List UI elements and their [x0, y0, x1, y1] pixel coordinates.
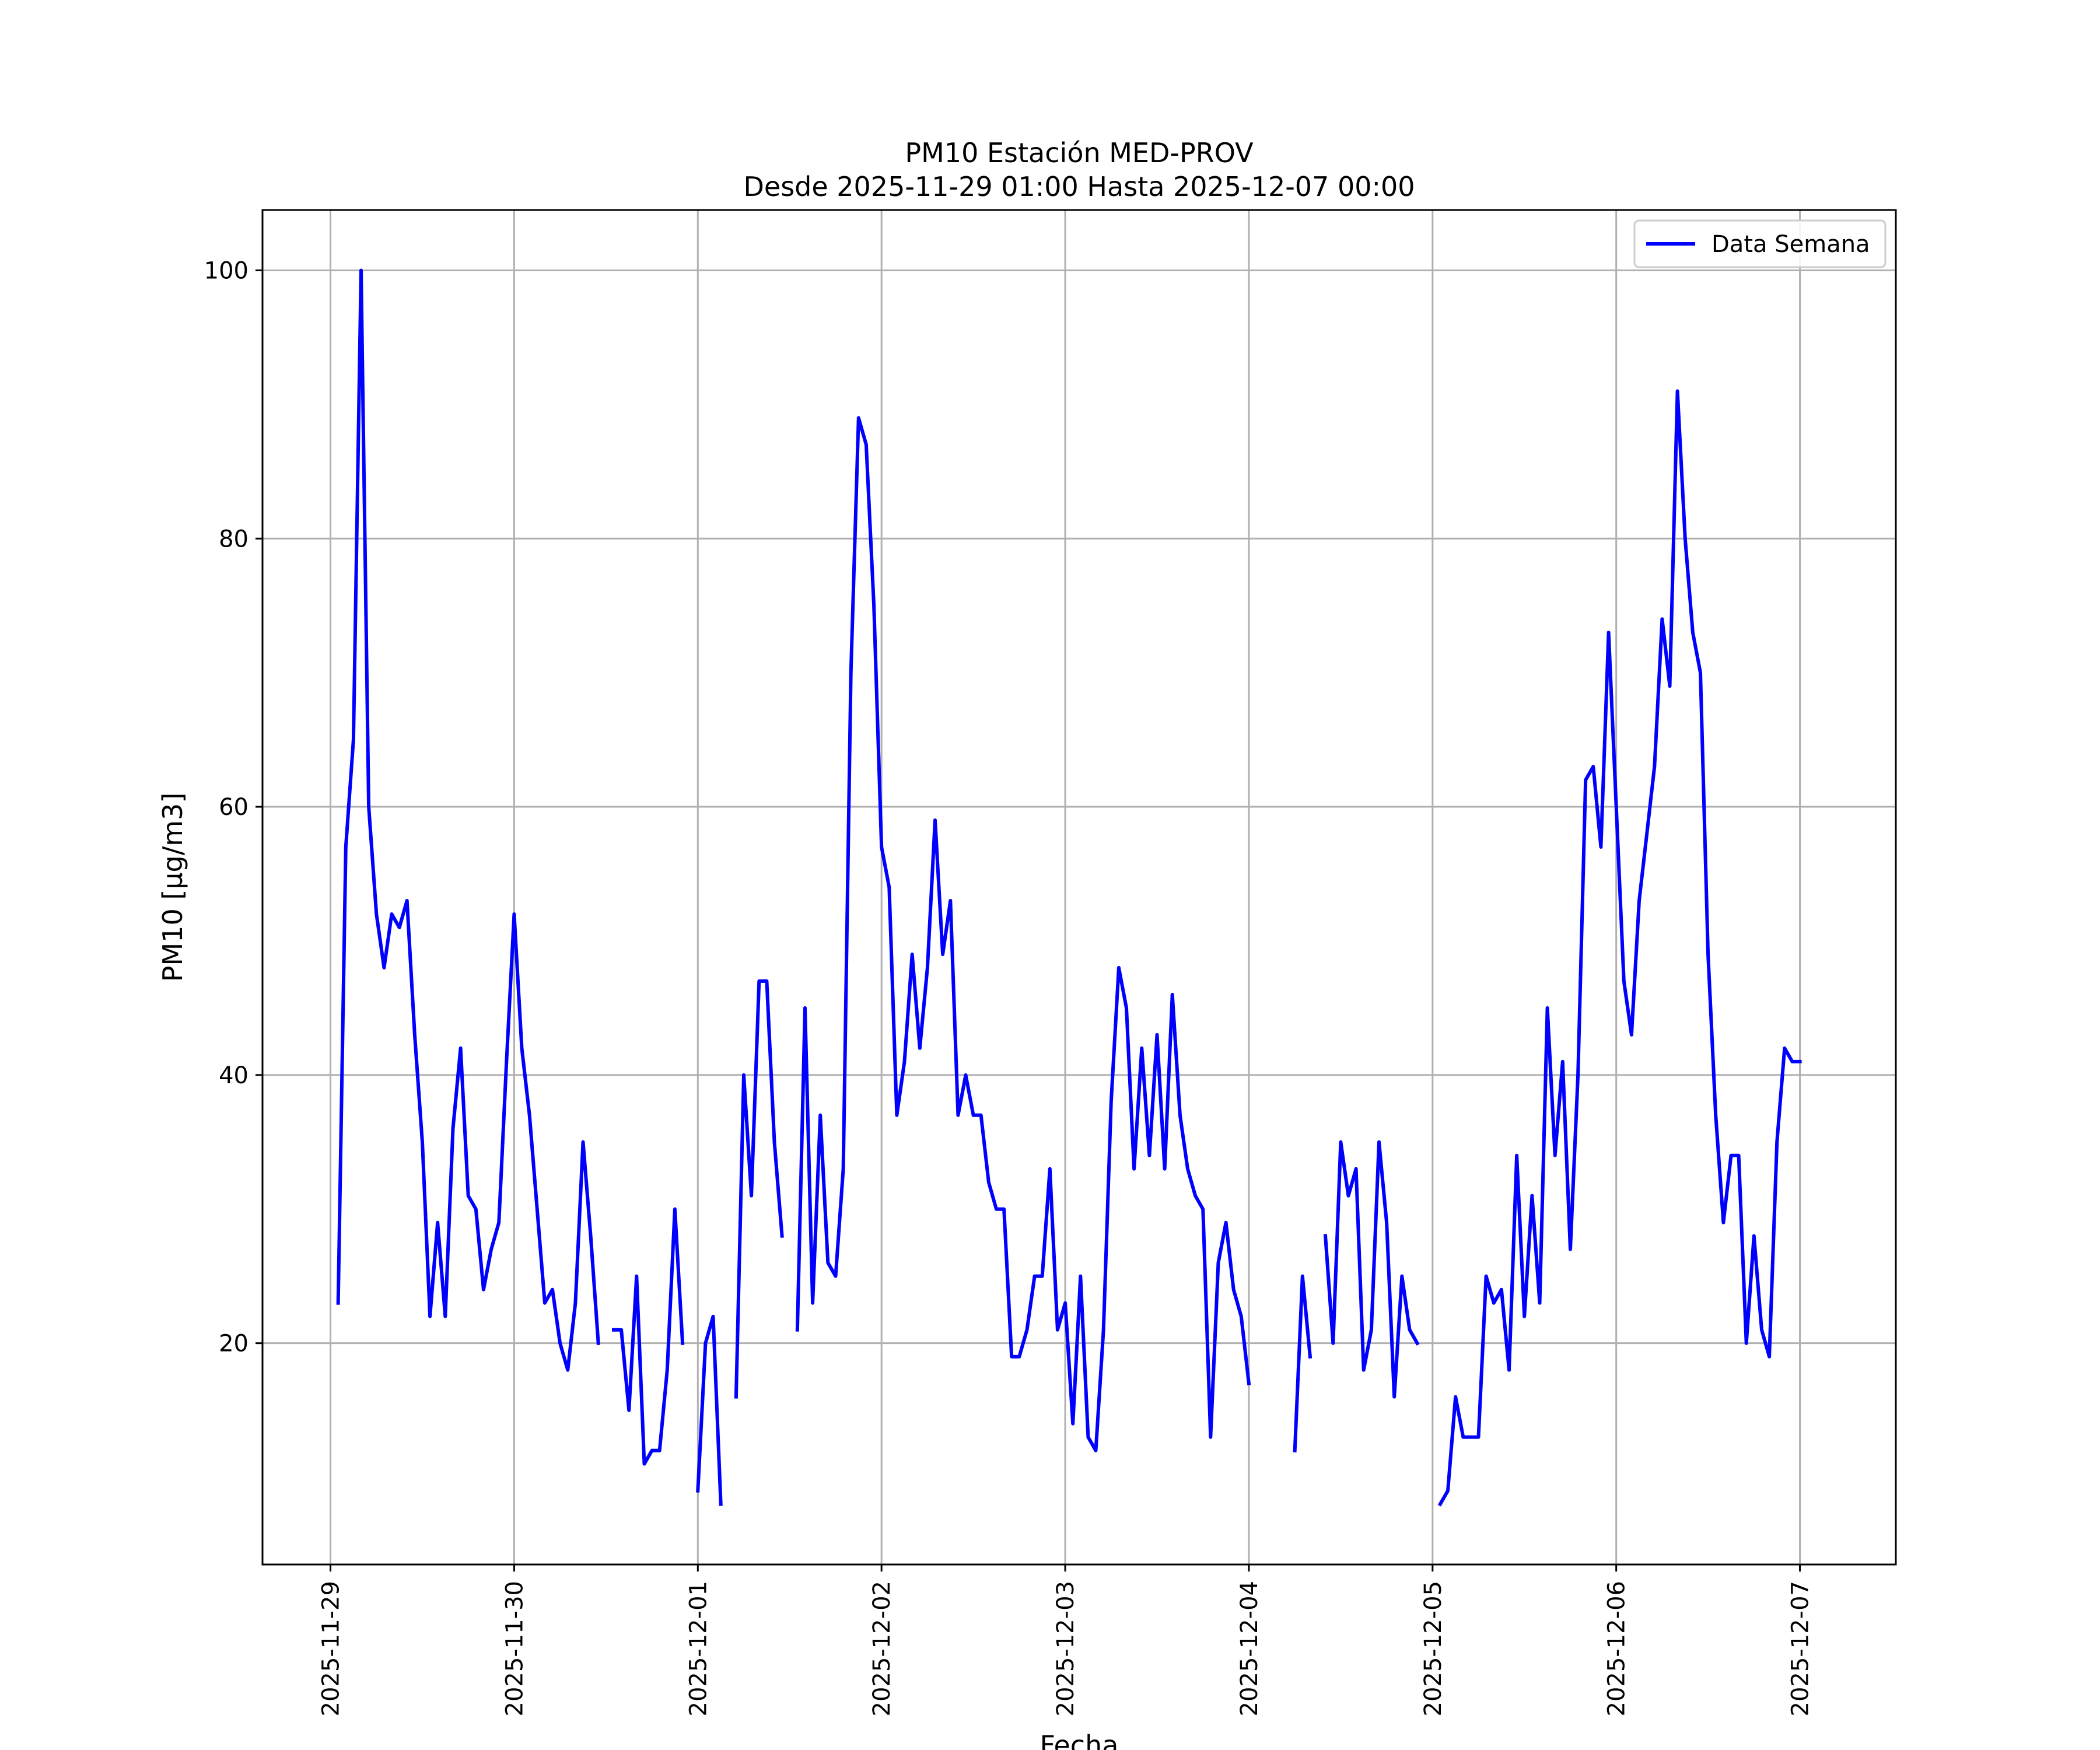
series-line-segment — [336, 268, 600, 1372]
x-axis-ticks: 2025-11-29 2025-11-30 2025-12-01 2025-12-02… — [318, 1564, 1814, 1716]
y-tick-label: 80 — [219, 526, 249, 552]
x-tick-label: 2025-12-07 — [1787, 1581, 1814, 1716]
x-tick-label: 2025-12-06 — [1604, 1581, 1630, 1716]
x-tick-label: 2025-12-05 — [1420, 1581, 1447, 1716]
series-line-segment — [734, 979, 784, 1399]
series-line-segment — [795, 416, 1251, 1452]
x-axis-label: Fecha — [1040, 1730, 1119, 1750]
series-line-segment — [696, 1314, 723, 1506]
y-tick-label: 20 — [219, 1331, 249, 1357]
y-tick-label: 100 — [204, 257, 249, 284]
series-data-semana — [336, 268, 1802, 1507]
y-axis-ticks: 20 40 60 80 100 — [204, 257, 262, 1357]
series-line-segment — [612, 1207, 685, 1466]
series-line-segment — [1437, 389, 1802, 1507]
x-tick-label: 2025-12-01 — [685, 1581, 712, 1716]
chart-title: PM10 Estación MED-PROV — [905, 137, 1254, 169]
series-line-segment — [1323, 1140, 1420, 1399]
y-tick-label: 60 — [219, 794, 249, 821]
series-line-segment — [1293, 1274, 1312, 1452]
x-tick-label: 2025-11-30 — [501, 1581, 528, 1716]
x-tick-label: 2025-12-02 — [869, 1581, 895, 1716]
x-tick-label: 2025-11-29 — [318, 1581, 345, 1716]
y-tick-label: 40 — [219, 1062, 249, 1089]
legend: Data Semana — [1633, 219, 1887, 268]
legend-box — [1633, 219, 1887, 268]
legend-label: Data Semana — [1712, 231, 1870, 258]
y-axis-label: PM10 [μg/m3] — [157, 793, 188, 982]
grid — [262, 210, 1896, 1564]
x-tick-label: 2025-12-04 — [1236, 1581, 1263, 1716]
plot-frame — [261, 209, 1897, 1566]
chart-subtitle: Desde 2025-11-29 01:00 Hasta 2025-12-07 … — [743, 171, 1415, 202]
x-tick-label: 2025-12-03 — [1052, 1581, 1079, 1716]
